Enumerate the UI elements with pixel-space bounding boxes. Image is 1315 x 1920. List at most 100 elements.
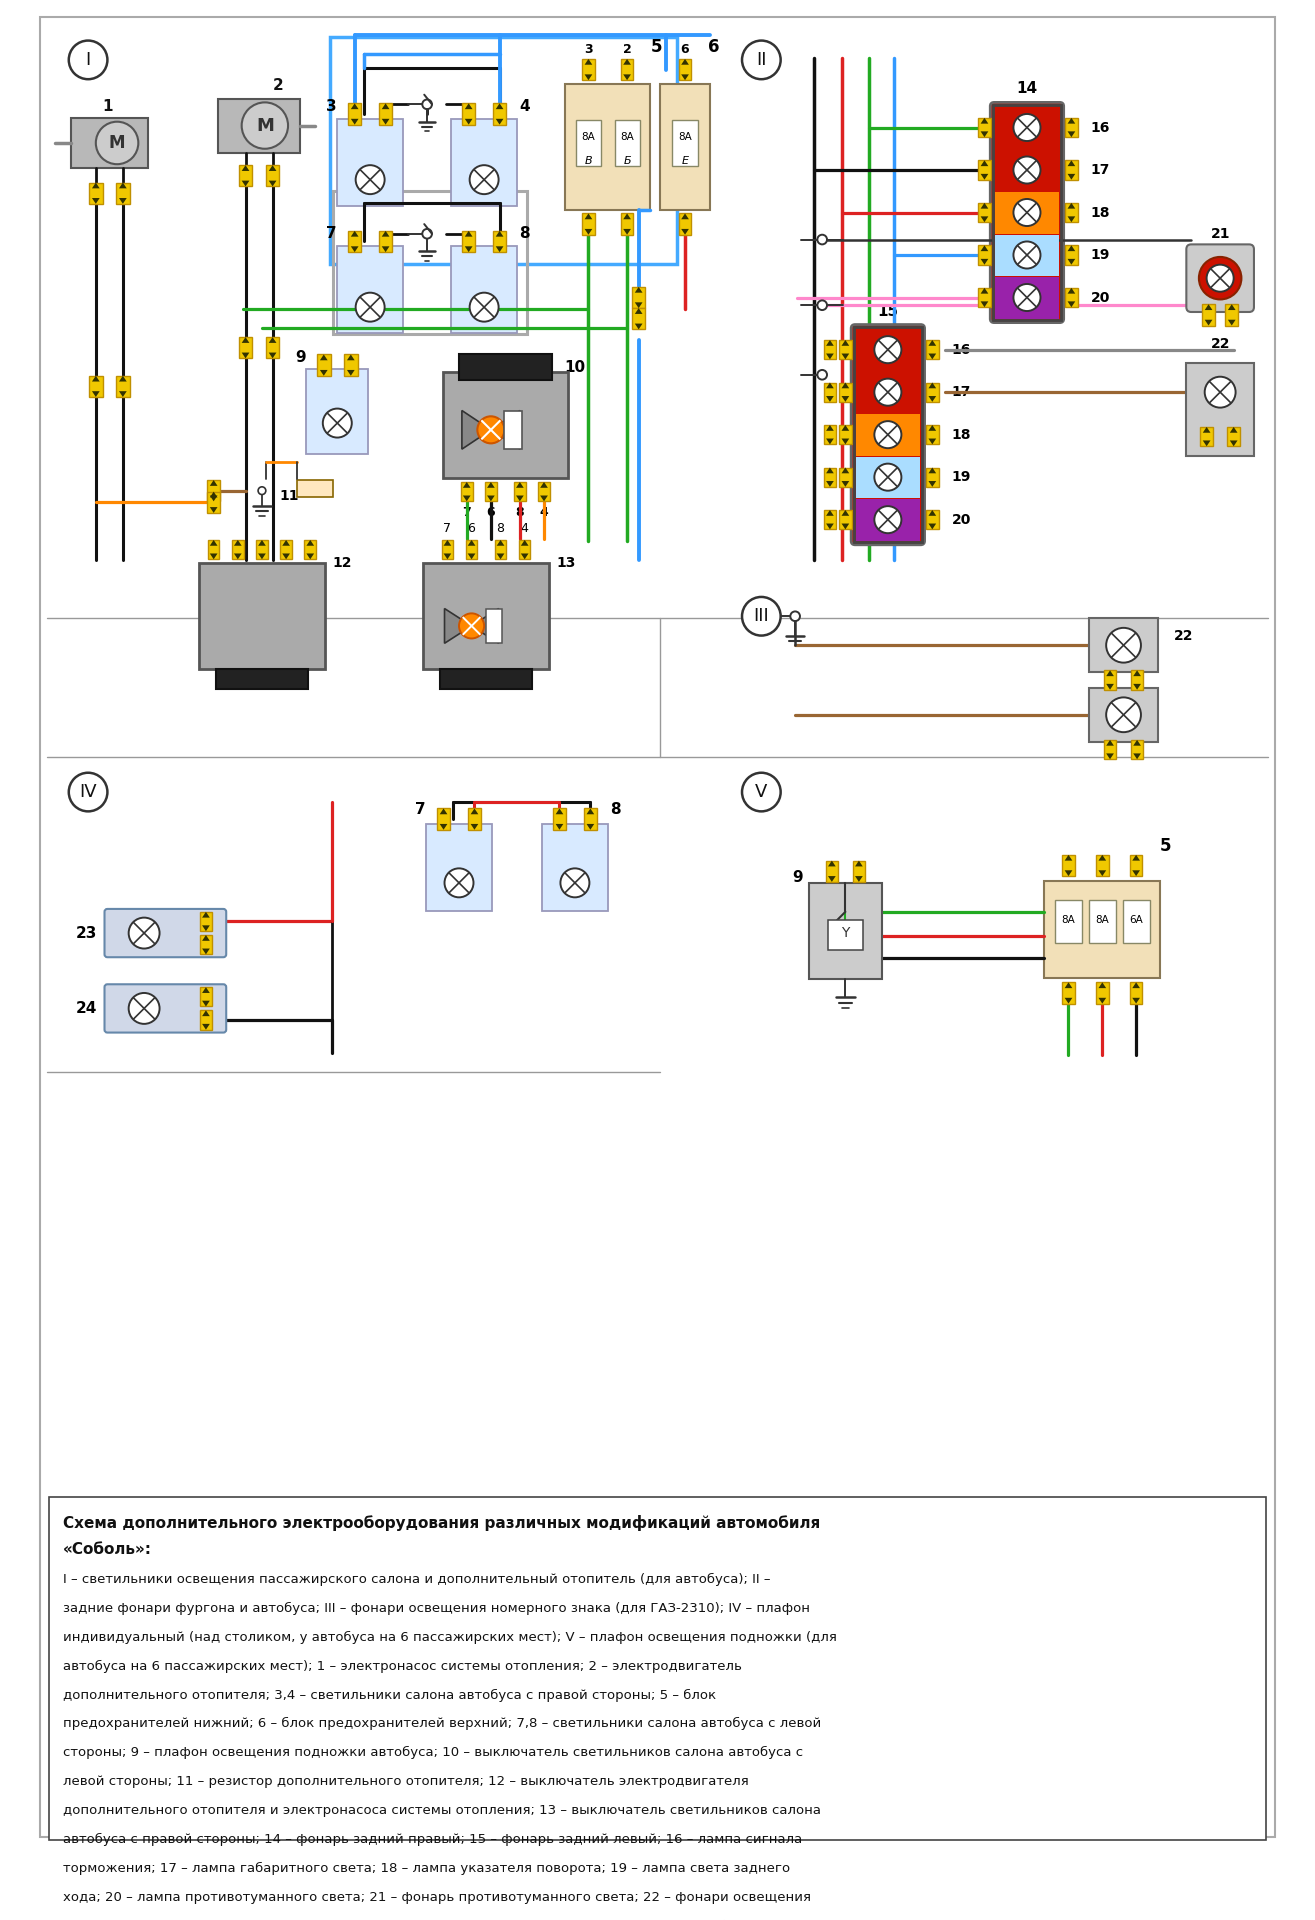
Bar (583, 60, 594, 81)
Polygon shape (1065, 998, 1072, 1004)
Bar (995, 150, 1059, 192)
Bar (466, 540, 477, 559)
Polygon shape (842, 511, 849, 516)
Bar (856, 372, 919, 413)
Polygon shape (826, 353, 834, 359)
Text: 22: 22 (1174, 628, 1193, 643)
Text: IV: IV (79, 783, 97, 801)
Polygon shape (463, 495, 471, 501)
Text: 18: 18 (1090, 205, 1110, 219)
Bar (280, 540, 292, 559)
Bar (1065, 288, 1078, 307)
Bar (1065, 117, 1078, 136)
Polygon shape (1228, 303, 1236, 309)
Polygon shape (981, 131, 989, 136)
Polygon shape (92, 376, 100, 382)
Text: 6: 6 (468, 522, 476, 536)
Polygon shape (928, 353, 936, 359)
Circle shape (258, 488, 266, 495)
Polygon shape (118, 376, 126, 382)
Polygon shape (842, 382, 849, 388)
Polygon shape (928, 340, 936, 346)
Bar (823, 467, 836, 488)
Polygon shape (497, 540, 505, 545)
Polygon shape (1203, 440, 1211, 445)
Polygon shape (623, 60, 631, 65)
Polygon shape (981, 217, 989, 223)
Bar (856, 330, 919, 371)
Text: I: I (85, 52, 91, 69)
Polygon shape (203, 935, 210, 941)
Polygon shape (826, 438, 834, 444)
Polygon shape (497, 553, 505, 559)
Bar (1202, 303, 1215, 326)
Polygon shape (635, 301, 643, 307)
Bar (660, 84, 710, 209)
Polygon shape (351, 104, 359, 109)
Bar (256, 540, 268, 559)
Bar (1065, 161, 1078, 180)
Bar (839, 382, 852, 401)
Polygon shape (320, 355, 327, 361)
Polygon shape (842, 396, 849, 401)
Polygon shape (258, 540, 266, 545)
Polygon shape (981, 246, 989, 252)
Polygon shape (1098, 854, 1106, 860)
Text: 6: 6 (487, 507, 496, 520)
Circle shape (1199, 257, 1241, 300)
Bar (552, 808, 567, 829)
Text: 19: 19 (1090, 248, 1110, 261)
Polygon shape (928, 511, 936, 516)
Bar (1095, 983, 1109, 1004)
Text: стороны; 9 – плафон освещения подножки автобуса; 10 – выключатель светильников с: стороны; 9 – плафон освещения подножки а… (63, 1747, 803, 1759)
Polygon shape (464, 119, 472, 125)
Text: 4: 4 (521, 522, 529, 536)
Bar (993, 106, 1061, 321)
Bar (621, 213, 634, 234)
Bar (926, 511, 939, 530)
Text: 8А: 8А (621, 132, 634, 142)
Polygon shape (210, 480, 217, 486)
Bar (200, 987, 212, 1006)
Text: 24: 24 (75, 1000, 97, 1016)
Bar (459, 355, 552, 380)
Polygon shape (242, 338, 250, 344)
Polygon shape (1132, 983, 1140, 989)
Text: 8А: 8А (1095, 914, 1109, 925)
Circle shape (469, 165, 498, 194)
Text: автобуса с правой стороны; 14 – фонарь задний правый; 15 – фонарь задний левый; : автобуса с правой стороны; 14 – фонарь з… (63, 1834, 802, 1847)
Polygon shape (1065, 983, 1072, 989)
Polygon shape (471, 824, 479, 829)
Text: Y: Y (842, 925, 849, 941)
Bar (978, 204, 990, 223)
Circle shape (1106, 697, 1141, 732)
Circle shape (1014, 200, 1040, 227)
Bar (978, 246, 990, 265)
Bar (439, 670, 533, 689)
Bar (584, 808, 597, 829)
Polygon shape (1106, 739, 1114, 745)
Polygon shape (981, 301, 989, 307)
Bar (338, 246, 402, 334)
Polygon shape (203, 948, 210, 954)
Bar (338, 119, 402, 205)
Bar (306, 369, 368, 453)
Bar (1130, 854, 1143, 876)
Polygon shape (203, 912, 210, 918)
Polygon shape (828, 876, 836, 881)
Bar (633, 286, 646, 307)
Bar (1055, 900, 1082, 943)
Polygon shape (464, 246, 472, 252)
Text: 2: 2 (274, 77, 284, 92)
Polygon shape (1098, 983, 1106, 989)
Polygon shape (515, 495, 523, 501)
Circle shape (469, 292, 498, 323)
Polygon shape (1205, 303, 1212, 309)
Polygon shape (928, 467, 936, 474)
Polygon shape (347, 355, 355, 361)
Bar (1089, 900, 1116, 943)
Text: хода; 20 – лампа противотуманного света; 21 – фонарь противотуманного света; 22 : хода; 20 – лампа противотуманного света;… (63, 1891, 811, 1905)
Polygon shape (210, 507, 217, 513)
Bar (71, 117, 149, 169)
Text: Б: Б (623, 156, 631, 167)
